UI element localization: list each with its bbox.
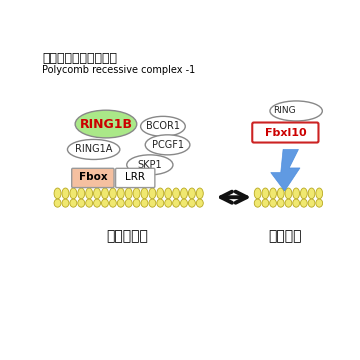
Ellipse shape <box>180 199 188 207</box>
Ellipse shape <box>262 199 269 207</box>
Ellipse shape <box>117 199 124 207</box>
Ellipse shape <box>165 188 172 199</box>
Ellipse shape <box>157 188 164 199</box>
Text: ポリコーム抑制複合体: ポリコーム抑制複合体 <box>42 53 117 66</box>
Ellipse shape <box>133 199 140 207</box>
Ellipse shape <box>301 188 307 199</box>
Text: 未分化状態: 未分化状態 <box>106 230 148 243</box>
Ellipse shape <box>70 188 77 199</box>
Ellipse shape <box>102 199 108 207</box>
Text: Fbxl10: Fbxl10 <box>265 127 306 138</box>
Ellipse shape <box>196 199 203 207</box>
Ellipse shape <box>145 135 190 155</box>
Text: Fbox: Fbox <box>78 172 107 182</box>
Ellipse shape <box>125 188 132 199</box>
Ellipse shape <box>196 188 203 199</box>
Ellipse shape <box>308 199 315 207</box>
Ellipse shape <box>277 199 284 207</box>
Ellipse shape <box>316 199 323 207</box>
Ellipse shape <box>141 188 148 199</box>
Text: Polycomb recessive complex -1: Polycomb recessive complex -1 <box>42 65 195 75</box>
Ellipse shape <box>301 199 307 207</box>
Ellipse shape <box>270 188 276 199</box>
Polygon shape <box>271 149 300 191</box>
Ellipse shape <box>285 188 292 199</box>
Ellipse shape <box>293 199 300 207</box>
Ellipse shape <box>262 188 269 199</box>
Ellipse shape <box>316 188 323 199</box>
Ellipse shape <box>75 110 137 138</box>
Ellipse shape <box>54 199 61 207</box>
Text: 脂肪細胞: 脂肪細胞 <box>268 230 301 243</box>
Ellipse shape <box>157 199 164 207</box>
Ellipse shape <box>180 188 188 199</box>
Ellipse shape <box>109 188 116 199</box>
Ellipse shape <box>293 188 300 199</box>
Ellipse shape <box>86 199 93 207</box>
Ellipse shape <box>270 199 276 207</box>
Ellipse shape <box>62 188 69 199</box>
Ellipse shape <box>133 188 140 199</box>
Text: RING: RING <box>273 107 296 116</box>
Ellipse shape <box>254 199 261 207</box>
Ellipse shape <box>86 188 93 199</box>
Text: SKP1: SKP1 <box>138 160 162 170</box>
Ellipse shape <box>285 199 292 207</box>
Ellipse shape <box>94 199 100 207</box>
FancyBboxPatch shape <box>252 122 319 143</box>
Ellipse shape <box>141 199 148 207</box>
Text: PCGF1: PCGF1 <box>152 140 184 150</box>
Text: RING1B: RING1B <box>80 118 132 131</box>
Ellipse shape <box>172 199 180 207</box>
Ellipse shape <box>149 199 156 207</box>
Ellipse shape <box>172 188 180 199</box>
Ellipse shape <box>117 188 124 199</box>
Ellipse shape <box>102 188 108 199</box>
Ellipse shape <box>254 188 261 199</box>
Ellipse shape <box>67 139 120 159</box>
Ellipse shape <box>149 188 156 199</box>
Ellipse shape <box>78 188 85 199</box>
Ellipse shape <box>270 101 322 121</box>
Ellipse shape <box>165 199 172 207</box>
FancyBboxPatch shape <box>116 168 155 188</box>
Text: LRR: LRR <box>125 172 145 182</box>
Ellipse shape <box>125 199 132 207</box>
Ellipse shape <box>62 199 69 207</box>
Ellipse shape <box>127 155 173 175</box>
Text: RING1A: RING1A <box>75 144 112 154</box>
FancyBboxPatch shape <box>72 168 114 188</box>
Ellipse shape <box>70 199 77 207</box>
Ellipse shape <box>78 199 85 207</box>
Ellipse shape <box>94 188 100 199</box>
Ellipse shape <box>188 199 195 207</box>
Text: BCOR1: BCOR1 <box>146 121 180 131</box>
Ellipse shape <box>308 188 315 199</box>
Ellipse shape <box>109 199 116 207</box>
Ellipse shape <box>141 116 185 136</box>
Ellipse shape <box>188 188 195 199</box>
Ellipse shape <box>54 188 61 199</box>
Ellipse shape <box>277 188 284 199</box>
